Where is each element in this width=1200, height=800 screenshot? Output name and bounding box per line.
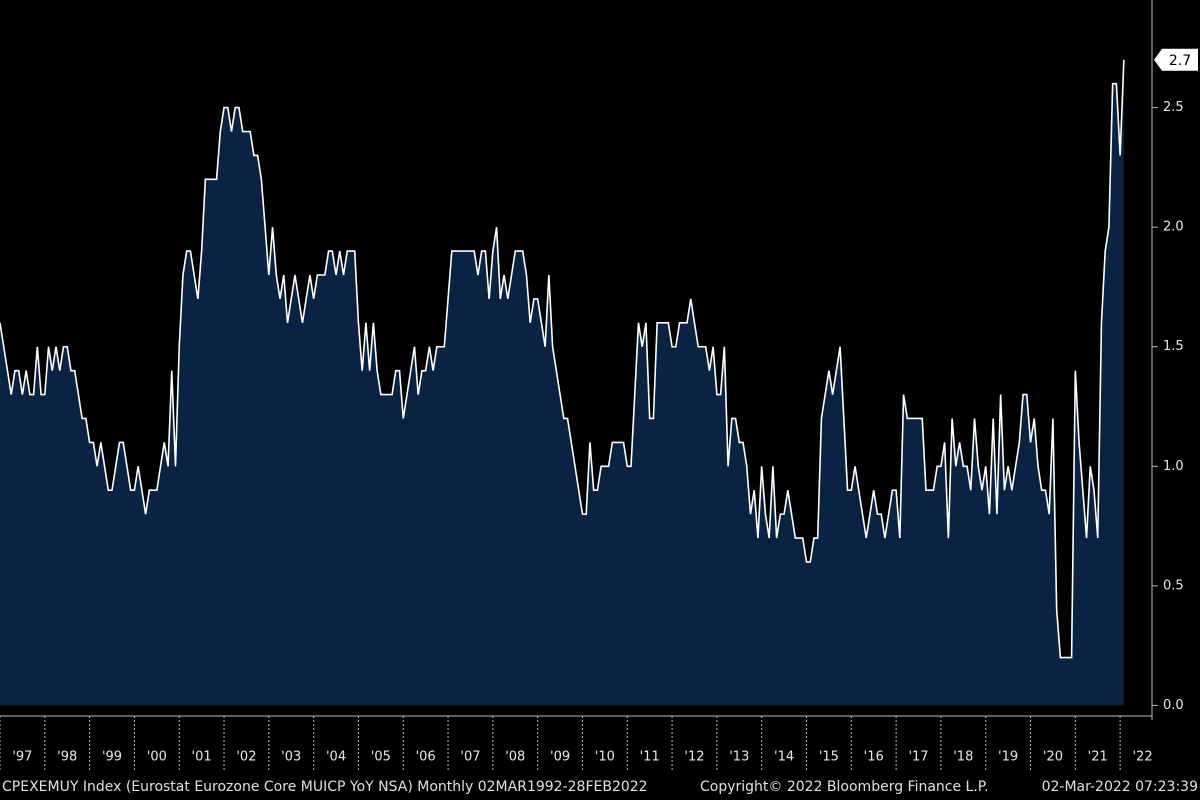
x-tick-label: '11 xyxy=(640,750,660,765)
y-tick-label: 0.5 xyxy=(1163,578,1184,593)
area xyxy=(0,59,1124,706)
x-tick-label: '10 xyxy=(595,750,615,765)
x-tick-label: '17 xyxy=(908,750,928,765)
x-tick-label: '19 xyxy=(998,750,1018,765)
x-tick-label: '04 xyxy=(326,750,346,765)
y-tick-label: 2.5 xyxy=(1163,100,1184,115)
x-tick-label: '08 xyxy=(505,750,525,765)
x-tick-label: '21 xyxy=(1088,750,1108,765)
x-tick-label: '00 xyxy=(147,750,167,765)
x-tick-label: '18 xyxy=(953,750,973,765)
x-tick-label: '07 xyxy=(460,750,480,765)
footer-left: CPEXEMUY Index (Eurostat Eurozone Core M… xyxy=(2,779,648,795)
x-tick-label: '99 xyxy=(102,750,122,765)
y-tick-label: 1.5 xyxy=(1163,339,1184,354)
x-tick-label: '03 xyxy=(281,750,301,765)
x-tick-label: '16 xyxy=(864,750,884,765)
x-tick-label: '22 xyxy=(1132,750,1152,765)
x-tick-label: '13 xyxy=(729,750,749,765)
x-tick-label: '97 xyxy=(12,750,32,765)
x-tick-label: '15 xyxy=(819,750,839,765)
line xyxy=(0,59,1125,659)
x-tick-label: '12 xyxy=(684,750,704,765)
footer-center: Copyright© 2022 Bloomberg Finance L.P. xyxy=(700,779,989,795)
last-value-tag xyxy=(1154,48,1198,71)
x-tick-label: '09 xyxy=(550,750,570,765)
x-tick-label: '98 xyxy=(57,750,77,765)
x-tick-label: '14 xyxy=(774,750,794,765)
y-tick-label: 1.0 xyxy=(1163,459,1184,474)
footer-right: 02-Mar-2022 07:23:39 xyxy=(1042,779,1198,795)
x-tick-label: '01 xyxy=(192,750,212,765)
x-tick-label: '06 xyxy=(416,750,436,765)
x-tick-label: '20 xyxy=(1043,750,1063,765)
x-tick-label: '05 xyxy=(371,750,391,765)
last-value-label: 2.7 xyxy=(1169,53,1191,69)
x-tick-label: '02 xyxy=(236,750,256,765)
y-tick-label: 2.0 xyxy=(1163,220,1184,235)
y-tick-label: 0.0 xyxy=(1163,698,1184,713)
